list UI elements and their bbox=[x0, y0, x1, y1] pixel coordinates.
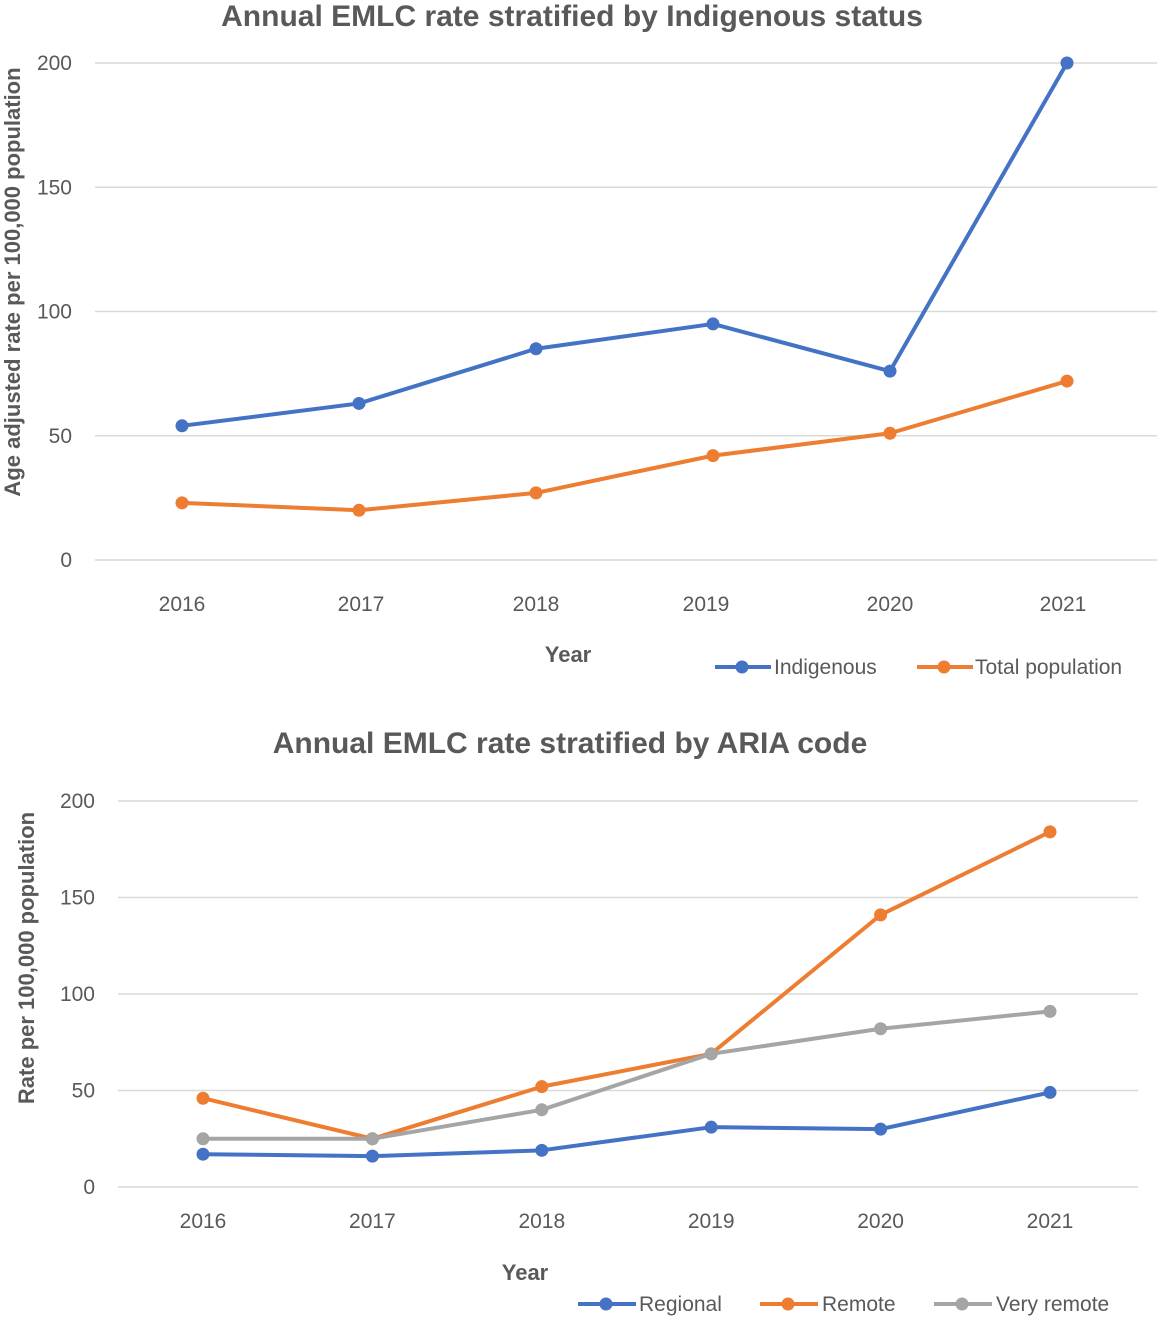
x-tick-label: 2021 bbox=[1040, 593, 1087, 616]
legend: Indigenous Total population bbox=[715, 656, 1122, 679]
legend-marker-remote bbox=[781, 1297, 795, 1311]
legend-marker-indigenous bbox=[735, 660, 749, 674]
data-point-total-population-2021 bbox=[1060, 374, 1074, 388]
legend-item-total-population: Total population bbox=[917, 656, 1122, 679]
y-tick-label: 150 bbox=[60, 887, 95, 910]
data-point-remote-2016 bbox=[196, 1091, 210, 1105]
y-axis-title: Rate per 100,000 population bbox=[14, 812, 39, 1104]
legend-label-total-population: Total population bbox=[975, 656, 1122, 679]
y-axis-ticks: 0 50 100 150 200 bbox=[60, 790, 95, 1199]
chart-title: Annual EMLC rate stratified by ARIA code bbox=[273, 727, 868, 760]
legend-item-very-remote: Very remote bbox=[934, 1293, 1109, 1316]
y-tick-label: 200 bbox=[37, 52, 72, 75]
series-line-remote bbox=[201, 829, 1052, 1141]
x-tick-label: 2019 bbox=[683, 593, 730, 616]
series-line-regional bbox=[201, 1090, 1052, 1159]
series-regional bbox=[196, 1085, 1057, 1163]
series-line-indigenous bbox=[180, 61, 1069, 428]
legend-label-very-remote: Very remote bbox=[996, 1293, 1109, 1316]
y-tick-label: 100 bbox=[37, 301, 72, 324]
data-point-indigenous-2020 bbox=[883, 364, 897, 378]
data-point-indigenous-2016 bbox=[175, 419, 189, 433]
data-point-indigenous-2017 bbox=[352, 396, 366, 410]
y-axis-ticks: 0 50 100 150 200 bbox=[37, 52, 72, 572]
legend-label-regional: Regional bbox=[639, 1293, 722, 1316]
data-point-regional-2016 bbox=[196, 1147, 210, 1161]
data-point-total-population-2017 bbox=[352, 503, 366, 517]
data-point-very-remote-2020 bbox=[874, 1022, 888, 1036]
x-tick-label: 2016 bbox=[159, 593, 206, 616]
x-axis-title: Year bbox=[502, 1260, 549, 1285]
y-axis-title: Age adjusted rate per 100,000 population bbox=[0, 67, 25, 496]
legend-item-remote: Remote bbox=[760, 1293, 896, 1316]
data-point-remote-2021 bbox=[1043, 825, 1057, 839]
series-remote bbox=[196, 825, 1057, 1146]
data-point-remote-2020 bbox=[874, 908, 888, 922]
y-tick-label: 0 bbox=[83, 1176, 95, 1199]
y-tick-label: 50 bbox=[72, 1080, 95, 1103]
series-line-very-remote bbox=[201, 1009, 1052, 1141]
data-point-remote-2018 bbox=[535, 1080, 549, 1094]
legend: Regional Remote Very remote bbox=[578, 1293, 1109, 1316]
legend-item-regional: Regional bbox=[578, 1293, 722, 1316]
data-point-indigenous-2018 bbox=[529, 342, 543, 356]
legend-marker-total-population bbox=[937, 660, 951, 674]
data-point-indigenous-2019 bbox=[706, 317, 720, 331]
x-tick-label: 2019 bbox=[688, 1210, 735, 1233]
x-axis-ticks: 2016 2017 2018 2019 2020 2021 bbox=[180, 1210, 1074, 1233]
y-tick-label: 0 bbox=[60, 549, 72, 572]
data-point-very-remote-2021 bbox=[1043, 1004, 1057, 1018]
data-point-total-population-2019 bbox=[706, 449, 720, 463]
gridlines bbox=[95, 62, 1157, 561]
y-tick-label: 50 bbox=[49, 425, 72, 448]
x-tick-label: 2018 bbox=[518, 1210, 565, 1233]
legend-marker-very-remote bbox=[955, 1297, 969, 1311]
chart-title: Annual EMLC rate stratified by Indigenou… bbox=[221, 0, 923, 33]
data-point-very-remote-2018 bbox=[535, 1103, 549, 1117]
data-point-very-remote-2016 bbox=[196, 1132, 210, 1146]
legend-label-indigenous: Indigenous bbox=[774, 656, 877, 679]
data-point-regional-2021 bbox=[1043, 1085, 1057, 1099]
x-tick-label: 2018 bbox=[513, 593, 560, 616]
chart-aria-code: Annual EMLC rate stratified by ARIA code… bbox=[14, 727, 1138, 1316]
data-point-regional-2020 bbox=[874, 1122, 888, 1136]
series-line-total-population bbox=[180, 379, 1069, 513]
data-point-total-population-2018 bbox=[529, 486, 543, 500]
data-point-indigenous-2021 bbox=[1060, 56, 1074, 70]
x-tick-label: 2020 bbox=[867, 593, 914, 616]
x-tick-label: 2016 bbox=[180, 1210, 227, 1233]
data-point-total-population-2020 bbox=[883, 426, 897, 440]
x-axis-title: Year bbox=[545, 642, 592, 667]
series-very-remote bbox=[196, 1004, 1057, 1146]
series-indigenous bbox=[175, 56, 1074, 433]
x-tick-label: 2020 bbox=[857, 1210, 904, 1233]
data-point-total-population-2016 bbox=[175, 496, 189, 510]
gridlines bbox=[118, 800, 1138, 1188]
series-group bbox=[175, 56, 1074, 517]
x-tick-label: 2021 bbox=[1027, 1210, 1074, 1233]
x-tick-label: 2017 bbox=[338, 593, 385, 616]
y-tick-label: 200 bbox=[60, 790, 95, 813]
x-tick-label: 2017 bbox=[349, 1210, 396, 1233]
legend-marker-regional bbox=[599, 1297, 613, 1311]
series-group bbox=[196, 825, 1057, 1163]
y-tick-label: 100 bbox=[60, 983, 95, 1006]
data-point-regional-2019 bbox=[704, 1120, 718, 1134]
legend-label-remote: Remote bbox=[822, 1293, 896, 1316]
legend-item-indigenous: Indigenous bbox=[715, 656, 877, 679]
data-point-regional-2018 bbox=[535, 1143, 549, 1157]
data-point-regional-2017 bbox=[365, 1149, 379, 1163]
data-point-very-remote-2017 bbox=[365, 1132, 379, 1146]
y-tick-label: 150 bbox=[37, 176, 72, 199]
chart-indigenous-status: Annual EMLC rate stratified by Indigenou… bbox=[0, 0, 1157, 679]
x-axis-ticks: 2016 2017 2018 2019 2020 2021 bbox=[159, 593, 1087, 616]
data-point-very-remote-2019 bbox=[704, 1047, 718, 1061]
series-total-population bbox=[175, 374, 1074, 517]
